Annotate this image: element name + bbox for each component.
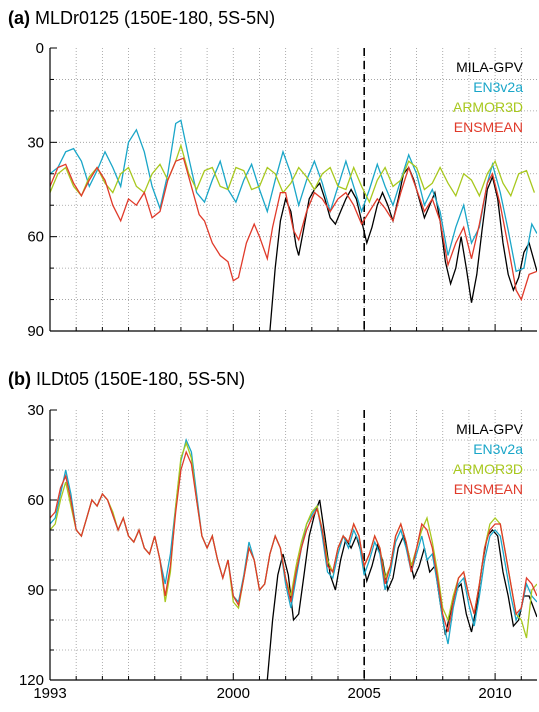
legend-entry: ARMOR3D: [453, 461, 523, 477]
y-tick-label: 0: [36, 40, 44, 57]
panel-b-title-text: ILDt05 (150E-180, 5S-5N): [36, 369, 246, 389]
legend-entry: ENSMEAN: [454, 119, 523, 135]
series-line-ensmean: [50, 450, 537, 633]
legend-entry: MILA-GPV: [456, 59, 524, 75]
legend-entry: EN3v2a: [473, 441, 523, 457]
y-tick-label: 60: [27, 492, 44, 509]
legend-entry: EN3v2a: [473, 79, 523, 95]
x-tick-label: 2000: [217, 685, 250, 702]
y-tick-label: 30: [27, 402, 44, 419]
series-line-armor3d: [50, 143, 536, 204]
series-line-mila-gpv: [269, 166, 537, 331]
y-tick-label: 60: [27, 229, 44, 246]
y-tick-label: 30: [27, 134, 44, 151]
panel-b-title: (b) ILDt05 (150E-180, 5S-5N): [8, 369, 245, 390]
panel-a-title-text: MLDr0125 (150E-180, 5S-5N): [35, 8, 276, 28]
x-tick-label: 2010: [478, 685, 511, 702]
legend-entry: ENSMEAN: [454, 481, 523, 497]
series-line-en3v2a: [50, 119, 537, 273]
x-tick-label: 2005: [348, 685, 381, 702]
panel-b-label: (b): [8, 369, 31, 389]
series-line-mila-gpv: [266, 499, 537, 680]
legend-entry: MILA-GPV: [456, 421, 524, 437]
panel-a: 0 30 60 90 MILA-GPV EN3v2a ARMOR3D ENSMEAN: [27, 40, 537, 340]
y-tick-label: 120: [19, 672, 44, 689]
legend-entry: ARMOR3D: [453, 99, 523, 115]
panel-a-title: (a) MLDr0125 (150E-180, 5S-5N): [8, 8, 275, 29]
y-tick-label: 90: [27, 323, 44, 340]
x-tick-label: 1993: [33, 685, 66, 702]
panel-a-label: (a): [8, 8, 30, 28]
series-line-ensmean: [50, 157, 537, 302]
y-tick-label: 90: [27, 582, 44, 599]
